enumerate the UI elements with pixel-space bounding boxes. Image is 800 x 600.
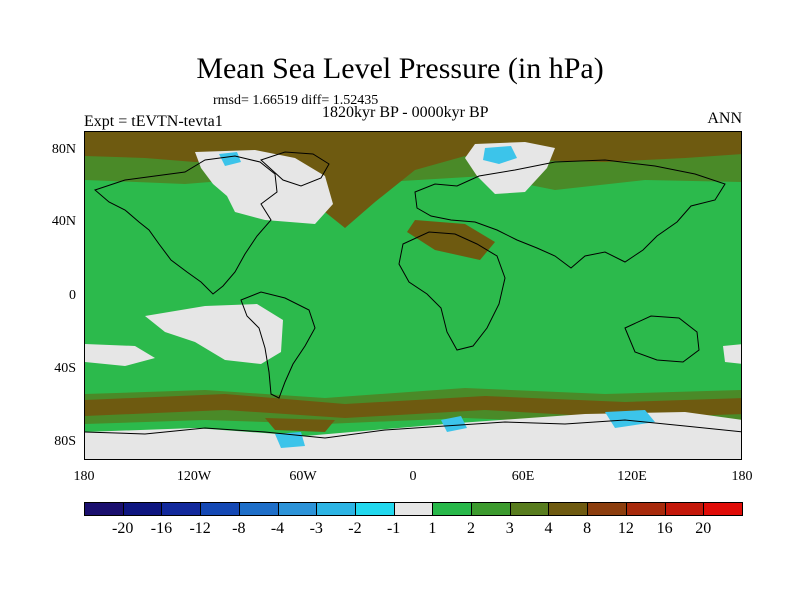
colorbar	[84, 502, 743, 516]
africa-coast	[398, 231, 506, 351]
colorbar-label: -4	[270, 520, 285, 537]
australia-coast	[624, 315, 700, 363]
lon-tick-label: 120W	[176, 469, 212, 484]
colorbar-label: 20	[695, 520, 712, 537]
lon-tick-label: 120E	[617, 469, 647, 484]
colorbar-swatch	[200, 502, 240, 516]
colorbar-label: -8	[232, 520, 246, 537]
pressure-map	[85, 132, 741, 459]
colorbar-swatch	[161, 502, 202, 516]
colorbar-label: 16	[656, 520, 673, 537]
southeast-white-region	[723, 344, 741, 364]
colorbar-label: 1	[428, 520, 437, 537]
colorbar-label: 2	[467, 520, 476, 537]
antarctic-cyan-patch-center	[441, 416, 467, 432]
colorbar-label: -1	[386, 520, 401, 537]
colorbar-swatch	[664, 502, 705, 516]
colorbar-swatch	[703, 502, 743, 516]
southern-brown-patch	[265, 418, 335, 432]
colorbar-swatch	[548, 502, 589, 516]
colorbar-swatch	[84, 502, 124, 516]
lon-tick-label: 180	[731, 469, 753, 484]
lon-tick-label: 180	[73, 469, 95, 484]
north-america-coast	[94, 155, 278, 295]
south-america-coast	[240, 291, 316, 399]
coastlines	[85, 151, 741, 439]
colorbar-label: 8	[583, 520, 592, 537]
lon-tick-label: 60E	[511, 469, 535, 484]
colorbar-label: 12	[617, 520, 634, 537]
canada-cyan-patch	[219, 152, 241, 166]
colorbar-label: 3	[505, 520, 514, 537]
colorbar-swatch	[238, 502, 279, 516]
south-pacific-white-region	[145, 304, 283, 364]
colorbar-swatch	[625, 502, 666, 516]
colorbar-swatch	[432, 502, 473, 516]
antarctic-white-region	[85, 412, 741, 459]
lon-tick-label: 60W	[289, 469, 317, 484]
greenland-coast	[260, 151, 330, 187]
eurasia-coast	[414, 159, 726, 269]
cyan-regions	[219, 146, 655, 448]
stats-text: rmsd= 1.66519 diff= 1.52435	[213, 93, 379, 108]
period-subtitle: 1820kyr BP - 0000kyr BP	[322, 104, 489, 121]
lat-tick-label: 40S	[54, 361, 76, 376]
colorbar-label: -12	[189, 520, 211, 537]
lat-tick-label: 80S	[54, 434, 76, 449]
antarctica-coast	[85, 419, 741, 439]
colorbar-swatch	[509, 502, 550, 516]
colorbar-swatch	[354, 502, 395, 516]
lon-tick-label: 0	[409, 469, 417, 484]
southwest-white-region	[85, 344, 155, 366]
colorbar-label: -16	[150, 520, 173, 537]
lat-tick-label: 80N	[51, 142, 76, 157]
colorbar-swatch	[471, 502, 511, 516]
colorbar-swatch	[122, 502, 163, 516]
map-title: Mean Sea Level Pressure (in hPa)	[196, 52, 604, 85]
season-label: ANN	[707, 110, 742, 127]
colorbar-swatch	[393, 502, 434, 516]
lat-tick-label: 40N	[51, 214, 76, 229]
antarctic-cyan-patch-east	[605, 410, 655, 428]
colorbar-swatch	[316, 502, 356, 516]
colorbar-label: -3	[309, 520, 323, 537]
north-america-white-region	[195, 150, 333, 224]
colorbar-swatch	[277, 502, 318, 516]
colorbar-swatch	[587, 502, 627, 516]
antarctic-cyan-patch-west	[275, 432, 305, 448]
experiment-label: Expt = tEVTN-tevta1	[84, 113, 223, 130]
southern-brown-band	[85, 394, 741, 418]
scandinavia-cyan-patch	[483, 146, 517, 164]
atlantic-brown-region	[407, 220, 495, 260]
lat-tick-label: 0	[69, 288, 76, 303]
map-panel	[84, 131, 742, 460]
colorbar-label: -2	[348, 520, 362, 537]
colorbar-label: 4	[544, 520, 553, 537]
white-regions	[85, 142, 741, 459]
colorbar-label: -20	[112, 520, 134, 537]
